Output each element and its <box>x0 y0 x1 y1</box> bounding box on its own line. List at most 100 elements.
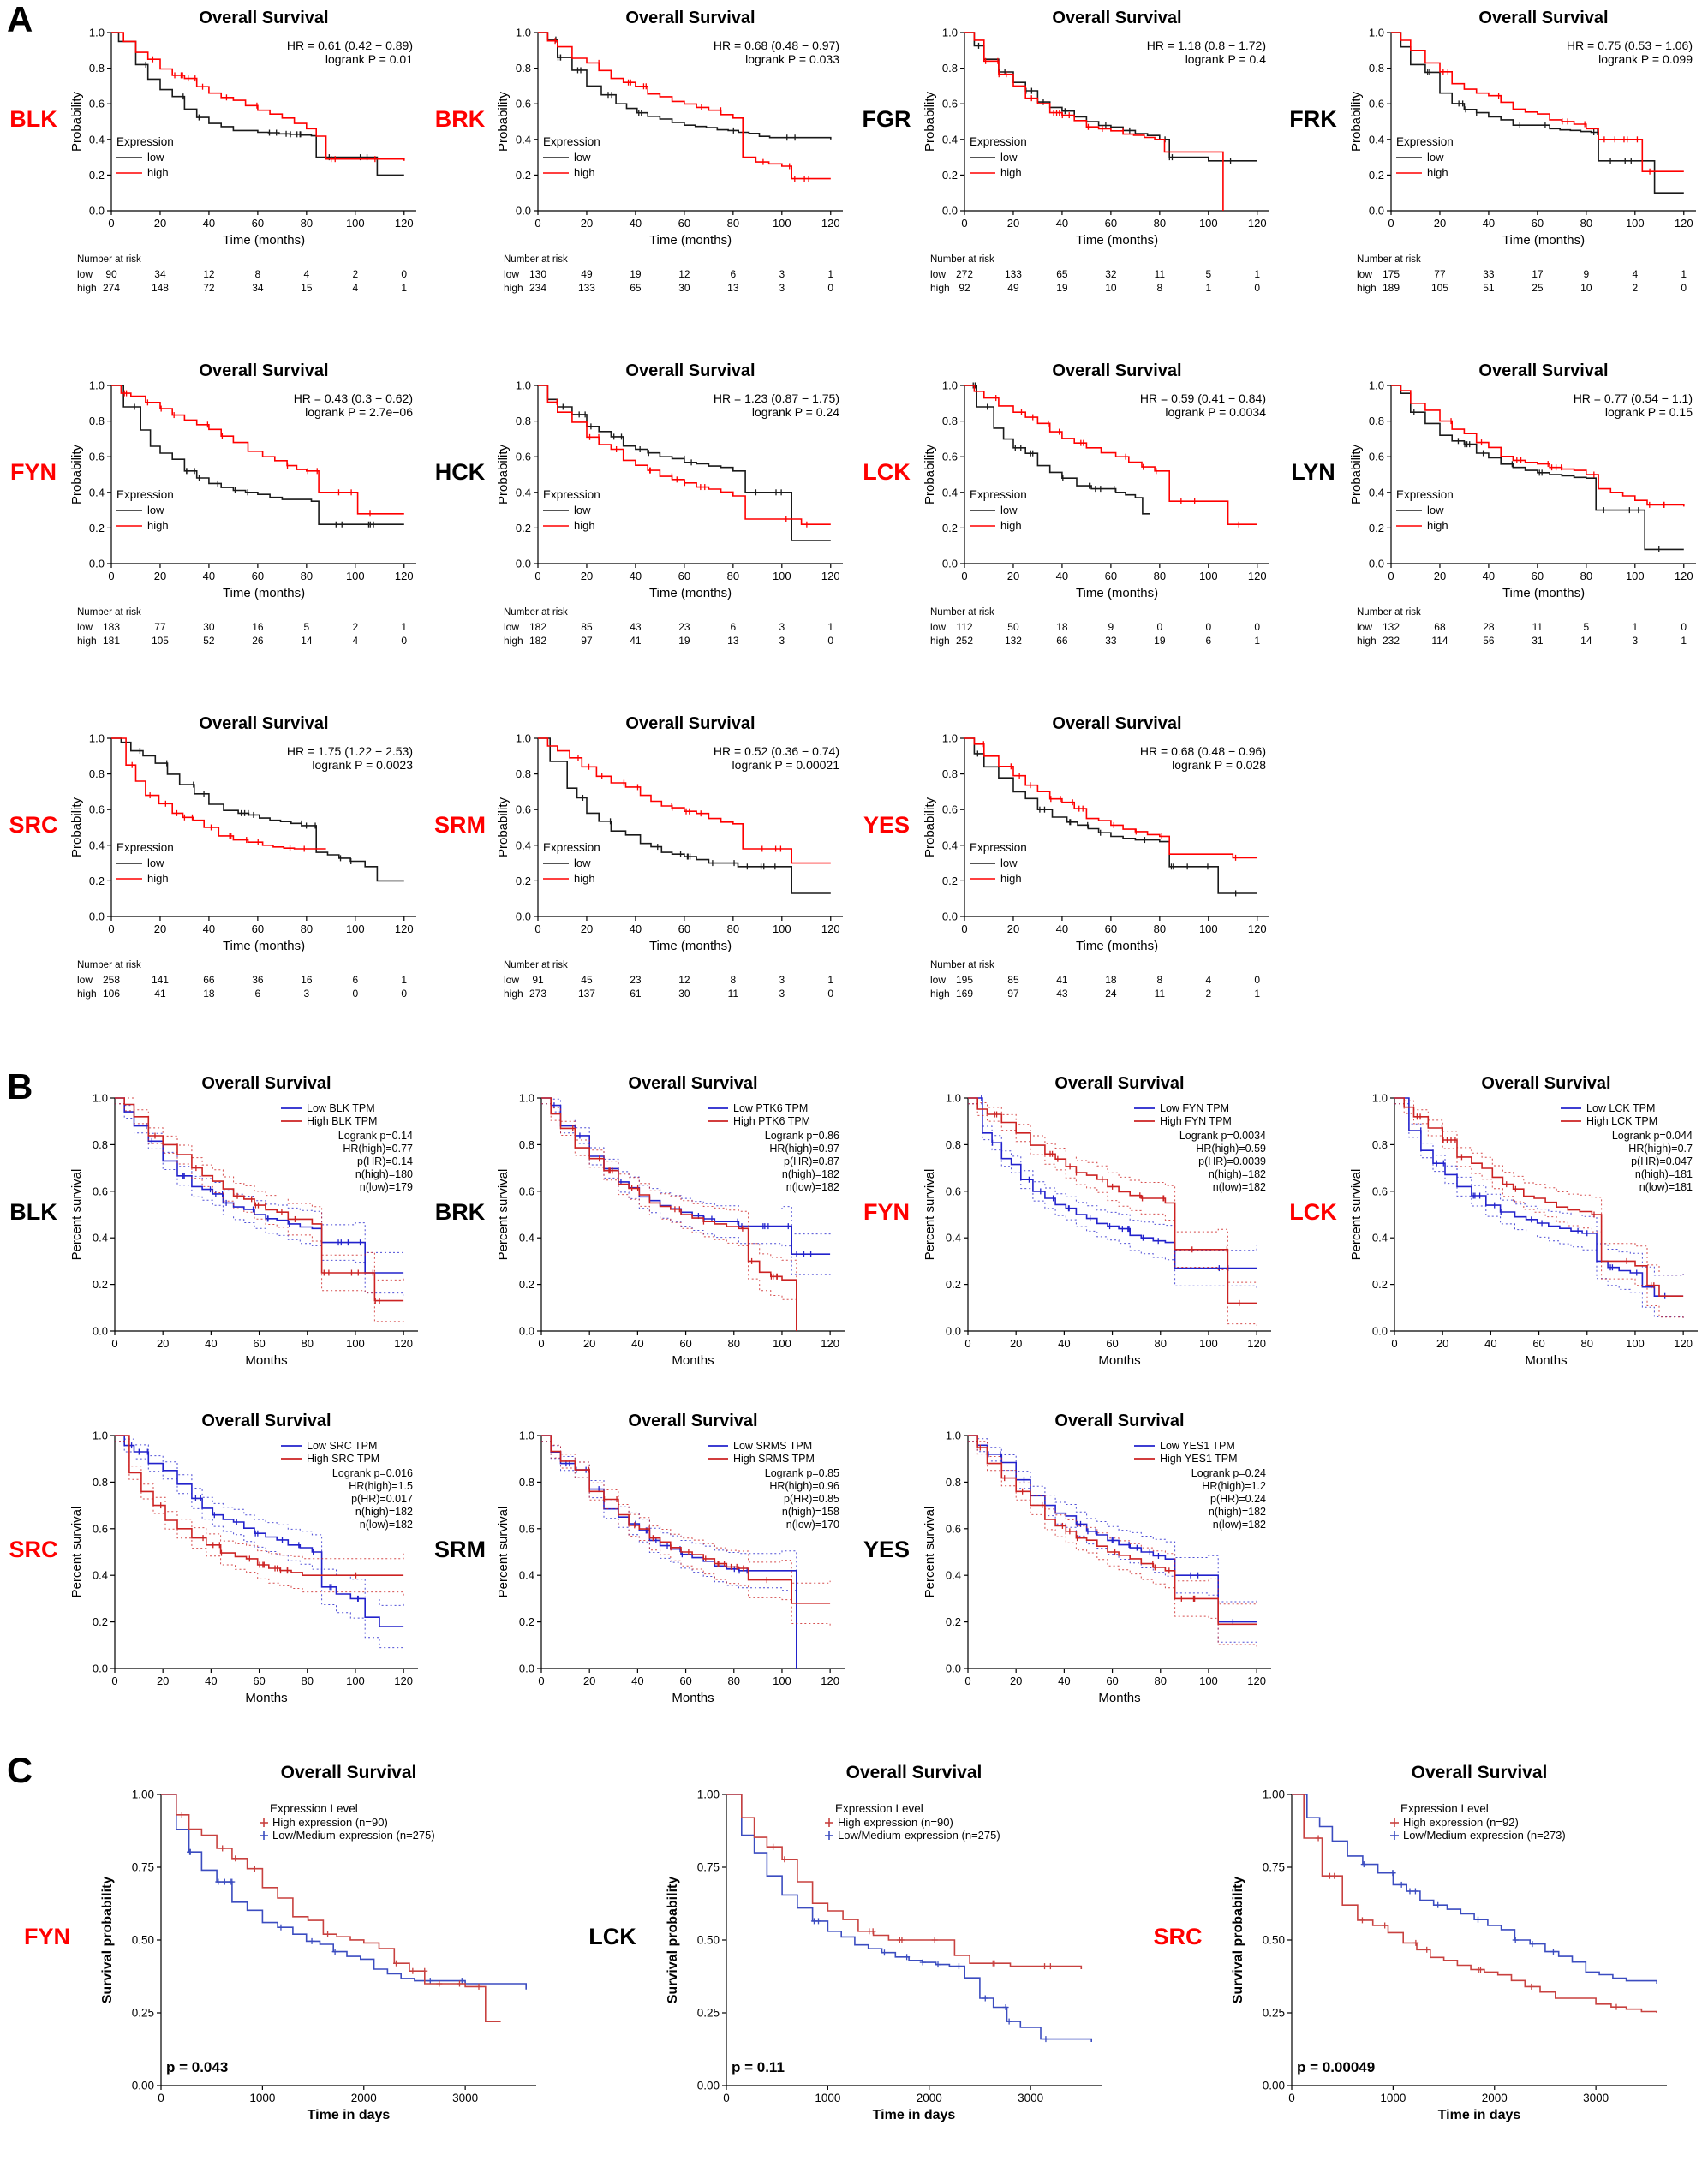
plot-title: Overall Survival <box>199 714 328 733</box>
legend-plus-marker <box>1390 1831 1399 1840</box>
risk-value: 91 <box>532 974 544 986</box>
risk-value: 1 <box>1681 635 1687 647</box>
risk-value: 4 <box>352 282 358 294</box>
x-axis-label: Months <box>245 1353 287 1368</box>
y-axis-label: Percent survival <box>923 1507 937 1598</box>
ci-band-low <box>115 1103 404 1296</box>
risk-value: 92 <box>959 282 970 294</box>
censor-marks-high <box>1442 69 1651 175</box>
risk-table-title: Number at risk <box>930 960 994 970</box>
risk-row-label: high <box>930 635 950 647</box>
x-tick-label: 40 <box>1484 1337 1496 1350</box>
y-tick-label: 0.2 <box>1369 522 1384 534</box>
risk-table-title: Number at risk <box>1357 607 1421 618</box>
y-tick-label: 0.8 <box>89 415 105 427</box>
ci-band-high <box>115 1435 404 1560</box>
risk-value: 5 <box>303 621 309 633</box>
risk-value: 31 <box>1532 635 1544 647</box>
legend-label: high <box>1000 519 1022 532</box>
x-tick-label: 80 <box>728 1337 740 1350</box>
y-tick-label: 0.00 <box>1263 2080 1285 2092</box>
risk-value: 13 <box>727 635 739 647</box>
censor-marks-low <box>988 1451 1234 1626</box>
stat-line: Logrank p=0.0034 <box>1179 1130 1266 1142</box>
x-tick-label: 20 <box>1007 922 1019 935</box>
plot-title: Overall Survival <box>625 714 755 733</box>
risk-row-label: low <box>1357 268 1372 280</box>
censor-marks-low <box>145 61 368 161</box>
y-tick-label: 0.75 <box>697 1861 720 1874</box>
ci-band-low <box>968 1097 1257 1251</box>
km-plot-lck-c: Overall Survival 0.00 0.25 0.50 0.75 1.00 0 100… <box>666 1763 1102 2122</box>
legend-label: low <box>1000 857 1018 869</box>
panel-c-grid: FYN Overall Survival 0.00 0.25 0.50 0.75 1.00 0… <box>0 1756 1708 2134</box>
x-tick-label: 120 <box>821 1675 839 1687</box>
series-high <box>541 1097 797 1331</box>
censor-marks-low <box>555 36 796 141</box>
x-tick-label: 100 <box>1199 922 1218 935</box>
x-tick-label: 20 <box>157 1337 169 1350</box>
risk-value: 9 <box>1108 621 1114 633</box>
risk-value: 234 <box>529 282 546 294</box>
y-tick-label: 1.0 <box>946 1430 961 1442</box>
risk-row-label: high <box>504 988 523 1000</box>
legend-label: High BLK TPM <box>307 1115 377 1127</box>
risk-row-label: low <box>504 621 519 633</box>
risk-value: 41 <box>1056 974 1068 986</box>
y-tick-label: 0.00 <box>697 2080 720 2092</box>
hr-annotation: logrank P = 0.24 <box>752 405 839 419</box>
y-tick-label: 0.4 <box>942 486 958 498</box>
x-tick-label: 60 <box>1106 1337 1118 1350</box>
series-high <box>968 1097 1257 1304</box>
risk-table-title: Number at risk <box>504 254 568 265</box>
y-tick-label: 0.4 <box>946 1569 961 1582</box>
hr-annotation: HR = 0.59 (0.41 − 0.84) <box>1140 391 1266 405</box>
y-tick-label: 1.0 <box>942 27 958 39</box>
axes <box>1387 32 1696 215</box>
risk-value: 6 <box>730 268 736 280</box>
risk-value: 85 <box>1007 974 1019 986</box>
censor-marks-low <box>1360 1861 1556 1955</box>
x-tick-label: 80 <box>302 1675 314 1687</box>
series-high <box>538 737 831 864</box>
censor-marks-high <box>131 761 305 852</box>
legend-label: low <box>574 504 591 516</box>
x-tick-label: 40 <box>1483 570 1495 582</box>
y-tick-label: 1.0 <box>1369 27 1384 39</box>
gene-label-hck-a: HCK <box>434 459 486 485</box>
km-plot-lyn-a: Overall Survival 0.0 0.2 0.4 0.6 0.8 1.0 0 20 40 6… <box>1349 361 1696 647</box>
y-tick-label: 0.6 <box>516 803 531 816</box>
risk-value: 0 <box>401 988 407 1000</box>
y-tick-label: 0.4 <box>89 486 105 498</box>
ci-band-low <box>541 1103 831 1277</box>
risk-value: 65 <box>630 282 642 294</box>
x-tick-label: 0 <box>961 570 967 582</box>
risk-value: 0 <box>401 268 407 280</box>
x-tick-label: 100 <box>773 922 791 935</box>
plot-title: Overall Survival <box>1478 9 1608 27</box>
risk-row-label: high <box>77 282 97 294</box>
risk-value: 18 <box>1105 974 1117 986</box>
km-cell-fyn-b: FYN Overall Survival 0.0 0.2 0.4 0.6 0.8 1.0 0 20… <box>853 1072 1280 1406</box>
ci-band-low <box>115 1435 404 1606</box>
series-low <box>1391 32 1684 194</box>
x-tick-label: 120 <box>1248 922 1267 935</box>
x-tick-label: 100 <box>773 1337 791 1350</box>
x-tick-label: 0 <box>723 2092 730 2104</box>
legend-plus-marker <box>260 1818 268 1827</box>
x-axis-label: Time (months) <box>223 586 305 600</box>
legend-label: Low YES1 TPM <box>1160 1440 1235 1452</box>
x-tick-label: 0 <box>1288 2092 1295 2104</box>
risk-value: 148 <box>152 282 169 294</box>
y-tick-label: 0.6 <box>89 451 105 463</box>
x-tick-label: 2000 <box>917 2092 942 2104</box>
x-tick-label: 0 <box>108 922 114 935</box>
y-tick-label: 0.6 <box>1369 451 1384 463</box>
hr-annotation: HR = 0.68 (0.48 − 0.97) <box>714 39 839 52</box>
y-tick-label: 0.6 <box>946 1522 961 1535</box>
y-tick-label: 0.6 <box>1369 98 1384 110</box>
legend-label: High expression (n=90) <box>272 1816 388 1829</box>
ci-band-high <box>968 1435 1257 1605</box>
x-tick-label: 40 <box>1056 922 1068 935</box>
